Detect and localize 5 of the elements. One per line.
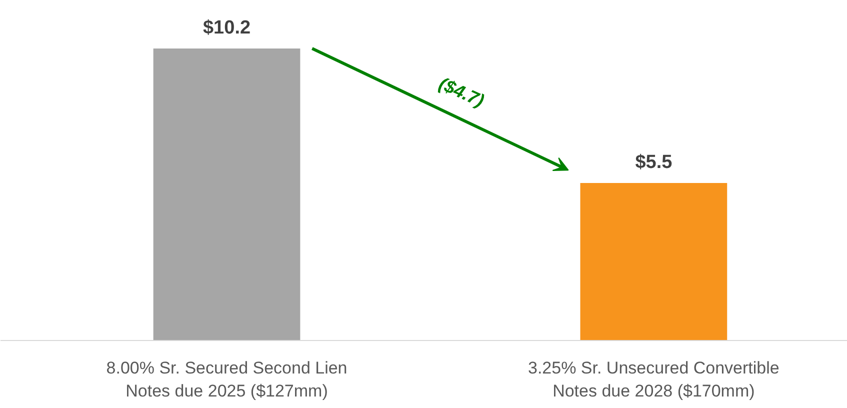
x-tick-label: 3.25% Sr. Unsecured Convertible Notes due 2028 ($170mm) (528, 358, 780, 400)
data-label: $5.5 (635, 152, 673, 174)
annotation: ($4.7) (436, 73, 488, 111)
x-tick-label: 8.00% Sr. Secured Second Lien Notes due 2025 ($127mm) (106, 358, 348, 400)
data-label: $10.2 (202, 18, 251, 38)
